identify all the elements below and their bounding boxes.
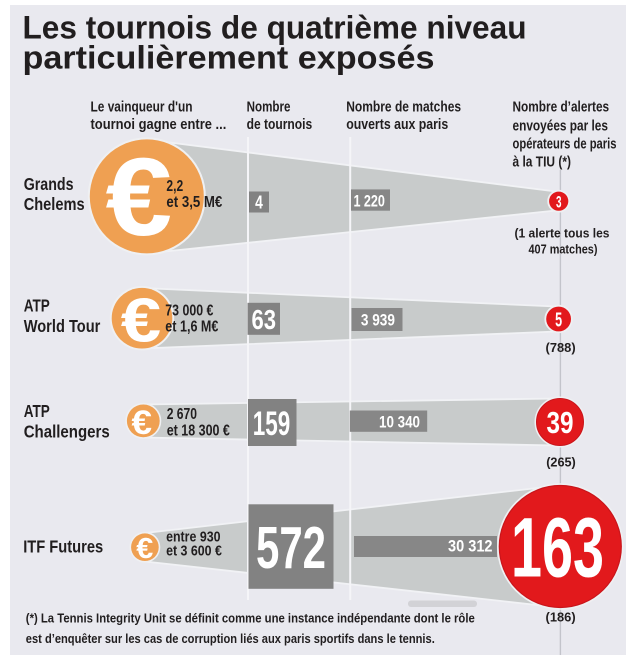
svg-text:est d’enquêter sur les cas de: est d’enquêter sur les cas de corruption…: [26, 631, 435, 646]
svg-text:163: 163: [511, 499, 604, 594]
svg-text:5: 5: [555, 309, 562, 331]
svg-text:Challengers: Challengers: [24, 422, 110, 442]
svg-text:159: 159: [253, 405, 291, 443]
svg-text:3: 3: [556, 192, 562, 211]
svg-text:Chelems: Chelems: [24, 194, 85, 214]
svg-text:ATP: ATP: [24, 295, 50, 315]
svg-text:30 312: 30 312: [448, 537, 493, 556]
svg-text:à la TIU (*): à la TIU (*): [513, 154, 572, 171]
svg-text:407 matches): 407 matches): [529, 241, 598, 256]
svg-text:ouverts aux paris: ouverts aux paris: [346, 116, 448, 133]
svg-text:572: 572: [256, 514, 326, 581]
svg-text:ITF Futures: ITF Futures: [23, 536, 103, 556]
svg-text:Nombre: Nombre: [247, 99, 291, 116]
svg-text:10 340: 10 340: [379, 412, 420, 431]
svg-text:73 000 €: 73 000 €: [165, 303, 213, 320]
svg-text:World Tour: World Tour: [24, 316, 101, 336]
svg-text:Grands: Grands: [24, 174, 74, 194]
svg-text:2,2: 2,2: [166, 178, 183, 195]
svg-text:39: 39: [547, 405, 574, 440]
svg-text:ATP: ATP: [24, 401, 50, 421]
svg-text:€: €: [136, 533, 153, 565]
svg-text:3 939: 3 939: [361, 311, 395, 330]
svg-text:opérateurs de paris: opérateurs de paris: [513, 135, 617, 152]
svg-text:(265): (265): [546, 455, 576, 470]
svg-text:et 3 600 €: et 3 600 €: [166, 544, 222, 560]
svg-text:entre 930: entre 930: [166, 530, 220, 546]
svg-text:4: 4: [255, 192, 263, 213]
svg-text:(788): (788): [546, 340, 576, 355]
svg-text:€: €: [105, 137, 172, 259]
svg-text:Le vainqueur d'un: Le vainqueur d'un: [91, 99, 193, 116]
svg-text:tournoi gagne entre ...: tournoi gagne entre ...: [91, 116, 227, 133]
svg-text:et 18 300 €: et 18 300 €: [167, 423, 230, 440]
svg-text:Nombre d’alertes: Nombre d’alertes: [513, 98, 610, 115]
svg-text:(*) La Tennis Integrity Unit s: (*) La Tennis Integrity Unit se définit …: [26, 610, 475, 625]
svg-text:(186): (186): [546, 610, 576, 625]
svg-text:particulièrement exposés: particulièrement exposés: [23, 40, 435, 76]
svg-text:envoyées par les: envoyées par les: [513, 117, 609, 134]
svg-text:€: €: [121, 286, 161, 355]
svg-text:de tournois: de tournois: [247, 116, 313, 133]
svg-text:2 670: 2 670: [167, 406, 198, 423]
svg-text:€: €: [132, 404, 153, 442]
svg-text:(1 alerte tous les: (1 alerte tous les: [515, 226, 610, 241]
svg-text:Nombre de matches: Nombre de matches: [346, 99, 461, 116]
svg-text:Les tournois de quatrième nive: Les tournois de quatrième niveau: [23, 9, 527, 45]
svg-text:63: 63: [251, 304, 276, 335]
svg-text:et 1,6 M€: et 1,6 M€: [165, 319, 218, 336]
svg-text:et 3,5 M€: et 3,5 M€: [166, 194, 222, 211]
svg-text:1 220: 1 220: [353, 191, 385, 210]
